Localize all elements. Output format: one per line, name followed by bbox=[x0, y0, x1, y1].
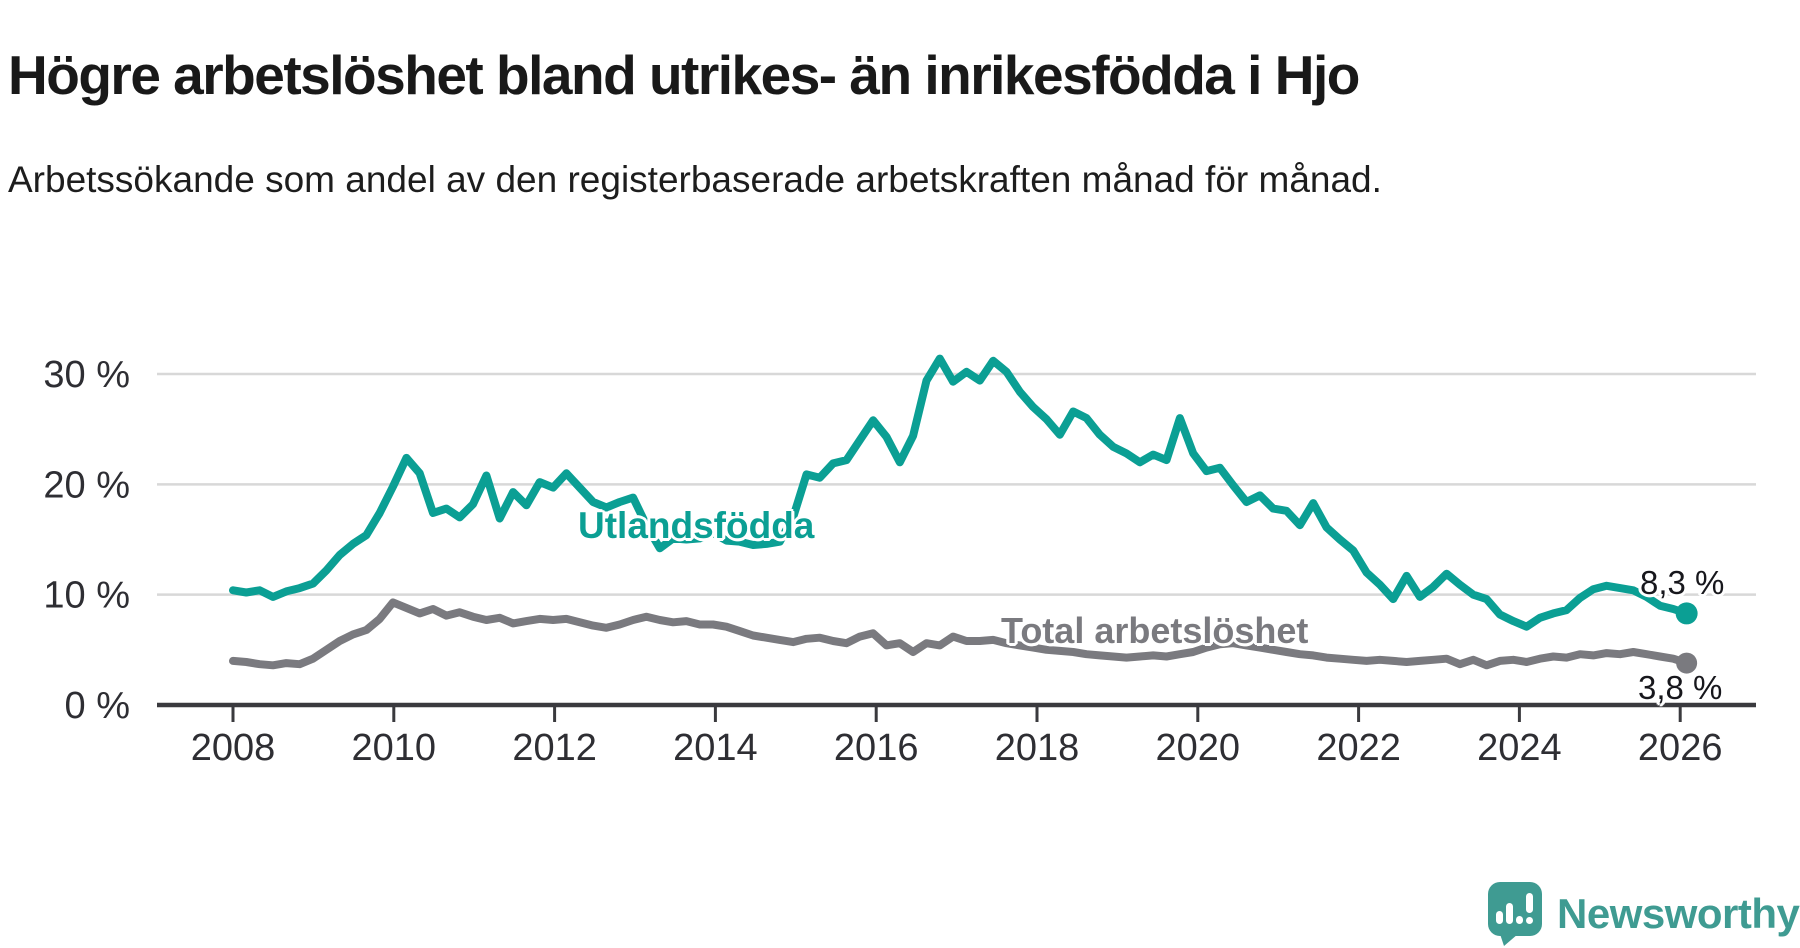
chart-subtitle: Arbetssökande som andel av den registerb… bbox=[8, 159, 1382, 200]
x-tick-label: 2012 bbox=[512, 727, 597, 769]
series-label-total-arbetsloshet: Total arbetslöshet bbox=[1001, 610, 1309, 651]
y-tick-label: 10 % bbox=[43, 575, 130, 617]
end-value-label-utlandsfodda: 8,3 % bbox=[1640, 564, 1725, 601]
series-line-total bbox=[229, 598, 1691, 670]
page-title: Högre arbetslöshet bland utrikes- än inr… bbox=[8, 43, 1360, 106]
x-tick-label: 2024 bbox=[1477, 727, 1562, 769]
newsworthy-logo-icon bbox=[1488, 882, 1542, 946]
x-tick-label: 2020 bbox=[1156, 727, 1241, 769]
series-label-utlandsfodda: Utlandsfödda bbox=[578, 505, 815, 546]
y-tick-label: 30 % bbox=[43, 354, 130, 396]
end-value-label-total: 3,8 % bbox=[1638, 669, 1723, 706]
x-tick-label: 2022 bbox=[1316, 727, 1401, 769]
series-line-utlandsfodda bbox=[229, 354, 1691, 631]
x-tick-label: 2026 bbox=[1638, 727, 1723, 769]
y-tick-label: 0 % bbox=[65, 685, 130, 727]
newsworthy-logo-text: Newsworthy bbox=[1557, 890, 1800, 937]
x-tick-label: 2014 bbox=[673, 727, 758, 769]
newsworthy-logo: Newsworthy bbox=[1488, 882, 1800, 946]
x-tick-label: 2016 bbox=[834, 727, 919, 769]
series-end-dot bbox=[1675, 602, 1698, 625]
series-end-dot bbox=[1676, 652, 1698, 674]
x-tick-label: 2008 bbox=[191, 727, 276, 769]
x-tick-label: 2018 bbox=[995, 727, 1080, 769]
x-tick-label: 2010 bbox=[352, 727, 437, 769]
y-tick-label: 20 % bbox=[43, 464, 130, 506]
